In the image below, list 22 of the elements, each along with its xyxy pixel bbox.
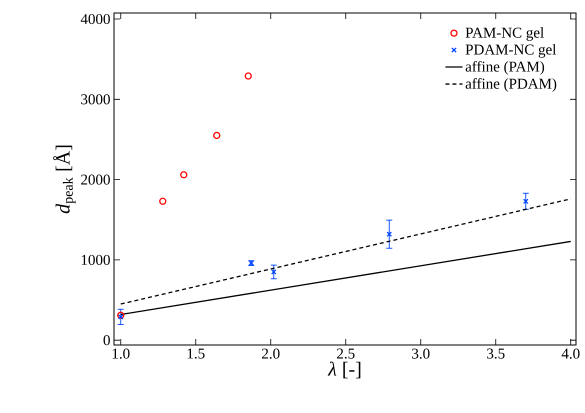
point xyxy=(159,198,166,205)
y-tick-label: 3000 xyxy=(81,94,110,104)
x-tick-label: 4.0 xyxy=(562,348,580,359)
y-tick-label: 1000 xyxy=(82,254,110,265)
point xyxy=(180,171,188,178)
y-axis-title: d$_{peak}$ [Å] xyxy=(53,146,76,214)
y-tick-label: 4000 xyxy=(80,14,110,24)
x-tick-label: 2.0 xyxy=(262,348,280,359)
x-axis-title: λ [-] xyxy=(328,362,360,378)
x-tick-label: 3.0 xyxy=(412,348,430,359)
legend-label: affine (PDAM) xyxy=(466,78,556,92)
legend-label: affine (PAM) xyxy=(466,60,544,75)
x-tick-label: 1.5 xyxy=(188,348,205,359)
x-tick-label: 3.5 xyxy=(487,348,505,359)
point xyxy=(213,132,220,140)
y-tick-label: 2000 xyxy=(81,174,110,185)
y-tick-label: 0 xyxy=(104,335,110,346)
point xyxy=(244,72,252,80)
x-tick-label: 1.0 xyxy=(112,348,130,359)
legend-label: PAM-NC gel xyxy=(466,27,544,41)
x-tick-label: 2.5 xyxy=(337,348,355,359)
legend-label: PDAM-NC gel xyxy=(466,44,556,58)
